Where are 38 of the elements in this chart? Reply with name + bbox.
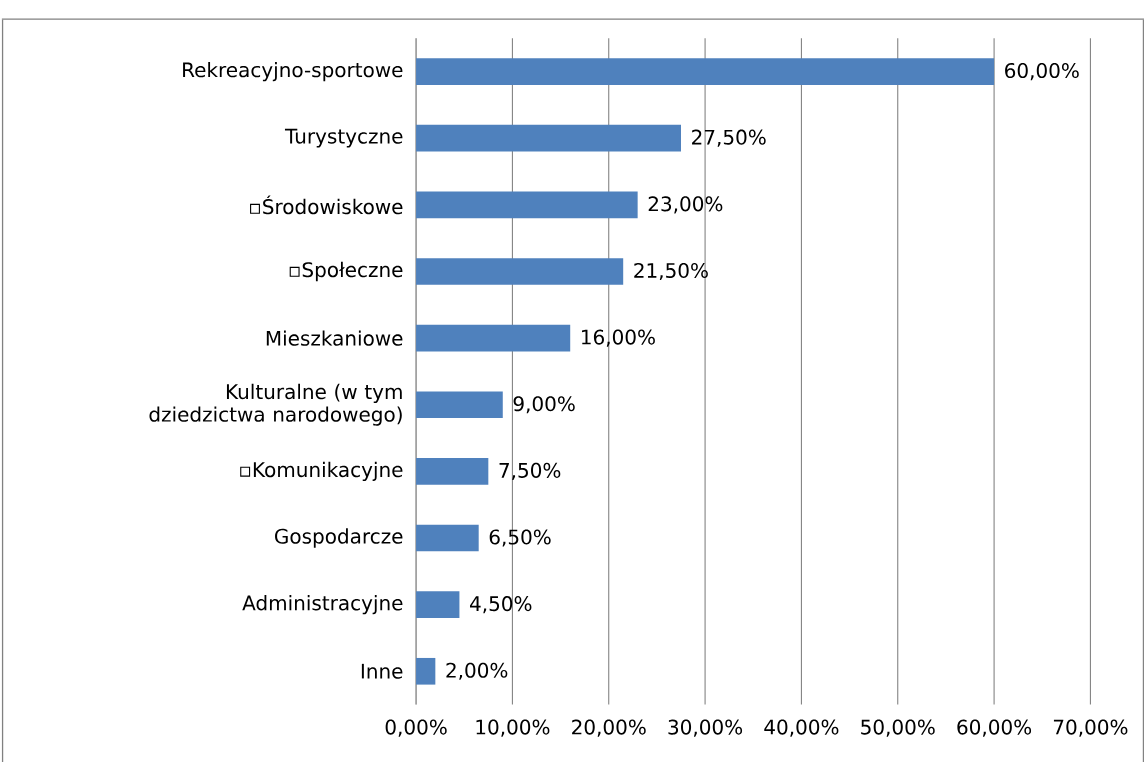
x-tick-label: 0,00% [385, 719, 447, 737]
bar [416, 191, 638, 219]
data-label: 4,50% [470, 595, 532, 614]
bar [416, 258, 624, 285]
y-tick-label: ▫Środowiskowe [250, 195, 403, 215]
bar [416, 591, 460, 618]
y-tick-label: Kulturalne (w tym dziedzictwa narodowego) [149, 383, 402, 426]
x-tick-label: 40,00% [764, 719, 839, 737]
x-tick-label: 50,00% [861, 719, 935, 737]
data-label: 9,00% [513, 396, 575, 414]
y-tick-label: Inne [361, 663, 403, 679]
bar [416, 524, 479, 552]
bar [416, 391, 503, 418]
data-label: 16,00% [582, 329, 655, 347]
bar [416, 324, 571, 352]
y-tick-label: ▫Komunikacyjne [240, 461, 403, 481]
y-tick-label: Turystyczne [284, 128, 403, 148]
data-label: 60,00% [1005, 62, 1079, 81]
x-tick-label: 10,00% [476, 719, 550, 737]
y-tick-label: Administracyjne [242, 594, 403, 615]
bar [416, 124, 681, 152]
data-label: 7,50% [499, 462, 561, 480]
x-tick-label: 60,00% [957, 719, 1032, 737]
data-label: 27,50% [692, 129, 766, 147]
bar [416, 657, 436, 685]
x-tick-label: 30,00% [668, 719, 743, 737]
bar [416, 457, 489, 485]
y-tick-label: Rekreacyjno-sportowe [183, 61, 403, 82]
data-label: 21,50% [634, 262, 708, 280]
y-tick-label: Mieszkaniowe [266, 330, 403, 346]
y-tick-label: ▫Społeczne [289, 261, 403, 282]
y-tick-label: Gospodarcze [275, 528, 403, 548]
x-tick-label: 70,00% [1053, 719, 1128, 737]
data-label: 2,00% [446, 662, 508, 680]
x-tick-label: 20,00% [572, 719, 646, 737]
bar [416, 58, 995, 85]
data-label: 23,00% [648, 196, 723, 214]
data-label: 6,50% [489, 529, 551, 547]
